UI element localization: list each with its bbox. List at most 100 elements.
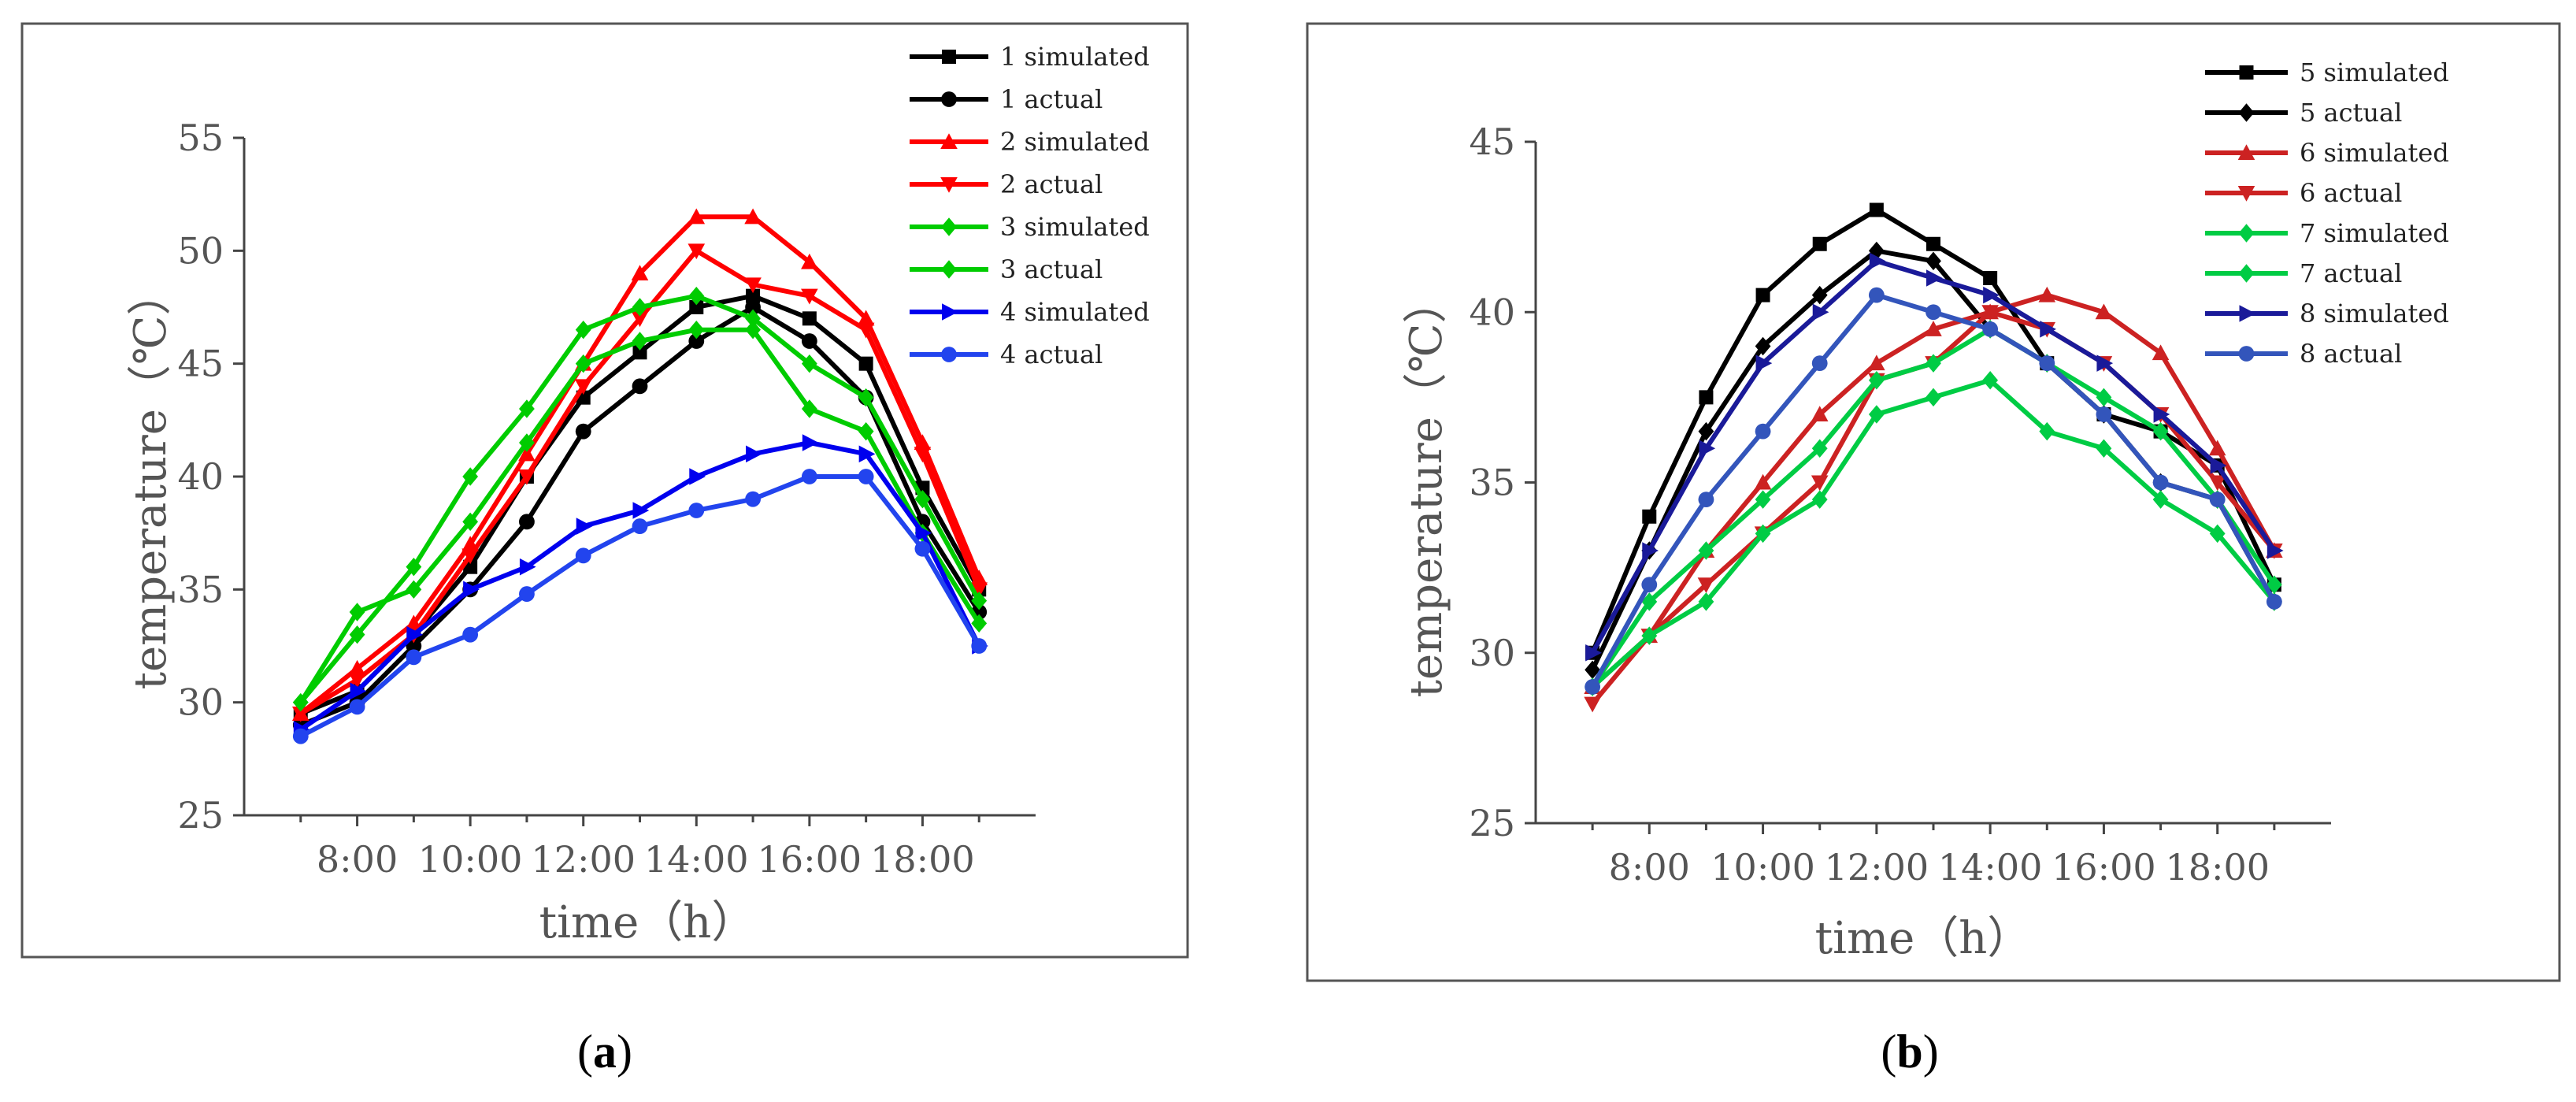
chart-b-data-point [2152, 344, 2170, 361]
chart-a-legend-marker [941, 91, 957, 107]
chart-a-data-point [688, 286, 705, 306]
chart-a-data-point [745, 320, 761, 340]
chart-a-data-point [632, 298, 648, 317]
chart-b-data-point [1642, 509, 1657, 524]
chart-b-legend-item: 5 simulated [2205, 58, 2449, 87]
chart-b-x-tick-label: 18:00 [2165, 846, 2270, 889]
chart-a-data-point [575, 354, 591, 373]
chart-a-x-tick-label: 14:00 [644, 838, 749, 881]
chart-a-data-point [349, 625, 365, 644]
chart-a-data-point [632, 502, 650, 519]
chart-a-data-point [688, 243, 706, 260]
chart-b-x-tick-label: 10:00 [1711, 846, 1815, 889]
chart-a-legend-label: 2 actual [1000, 169, 1103, 199]
chart-b-legend-item: 6 simulated [2205, 138, 2449, 168]
chart-b-data-point [1982, 321, 1999, 337]
chart-a-data-point [802, 311, 817, 326]
chart-a-legend-marker [940, 133, 958, 149]
chart-b-series-8 [1585, 287, 2282, 695]
chart-a-y-tick-label: 40 [177, 455, 224, 498]
chart-b-data-point [1926, 251, 1941, 271]
chart-b-y-tick-label: 40 [1469, 291, 1515, 333]
chart-a-data-point [350, 682, 367, 700]
chart-a-legend-label: 3 actual [1000, 254, 1103, 284]
chart-a-legend-label: 2 simulated [1000, 127, 1150, 157]
chart-a-legend: 1 simulated 1 actual 2 simulated 2 actual 3 … [910, 42, 1150, 369]
chart-b-data-point [2096, 388, 2112, 407]
chart-a-data-point [801, 354, 817, 373]
chart-a-data-point [632, 332, 648, 351]
chart-b-ticks: 25 30 35 40 45 8:00 10:00 12:00 14:00 16:00 18:00 [1469, 121, 2276, 889]
chart-b-frame [1306, 22, 2561, 982]
chart-b-data-point [1584, 696, 1601, 713]
chart-b-data-point [2210, 457, 2227, 474]
chart-b-data-point [1926, 354, 1941, 373]
chart-b-legend-item: 7 simulated [2205, 218, 2449, 248]
chart-a-data-point [406, 557, 422, 577]
chart-a-frame [20, 22, 1189, 959]
chart-b-data-point [1926, 269, 1943, 287]
chart-a-data-point [857, 310, 875, 326]
chart-b-data-point [1699, 440, 1716, 458]
chart-a-data-point [971, 638, 988, 654]
chart-b-legend-label: 8 actual [2300, 339, 2402, 369]
chart-a-data-point [462, 626, 479, 643]
chart-a-data-point [632, 518, 648, 534]
chart-a-data-point [462, 467, 479, 486]
chart-a-caption-letter: a [593, 1026, 617, 1078]
chart-b-data-point [1585, 679, 1601, 695]
chart-b-legend-marker [2239, 305, 2256, 322]
chart-a-x-tick-label: 10:00 [418, 838, 523, 881]
chart-a-data-point [858, 356, 873, 371]
chart-b-data-point [2095, 303, 2113, 320]
chart-b-data-point [2209, 492, 2226, 508]
chart-b-data-point [1811, 439, 1828, 458]
chart-b-series [1584, 202, 2284, 713]
chart-a-data-point [631, 311, 649, 328]
chart-b-data-point [1641, 626, 1658, 645]
chart-a-data-point [802, 434, 819, 451]
chart-a-data-point [518, 445, 536, 462]
chart-a-x-tick-label: 16:00 [758, 838, 862, 881]
chart-a-x-tick-label: 12:00 [531, 838, 636, 881]
chart-a-data-point [519, 399, 535, 418]
chart-a-y-tick-label: 35 [177, 568, 224, 610]
chart-b-legend-item: 5 actual [2205, 98, 2402, 128]
chart-b-data-point [1641, 577, 1658, 593]
chart-b-data-point [1868, 405, 1885, 424]
chart-a-legend-label: 4 actual [1000, 340, 1103, 369]
chart-a-data-point [801, 333, 817, 349]
chart-a-data-point [688, 208, 706, 224]
chart-b-data-point [2153, 406, 2170, 423]
chart-a-data-point [746, 445, 762, 463]
chart-a-data-point [574, 379, 592, 395]
chart-b-legend-label: 5 actual [2300, 98, 2402, 128]
chart-b-data-point [1698, 492, 1714, 508]
chart-b-legend-label: 7 actual [2300, 258, 2402, 288]
chart-b-legend-label: 6 simulated [2300, 138, 2449, 168]
chart-b-data-point [1981, 305, 1999, 321]
chart-a-legend-item: 3 actual [910, 254, 1103, 284]
chart-b-data-point [2266, 593, 2282, 610]
chart-a-data-point [688, 333, 705, 349]
chart-b-data-point [1811, 355, 1828, 372]
chart-a-data-point [914, 447, 932, 463]
chart-a-x-tick-label: 8:00 [317, 838, 398, 881]
chart-a-data-point [801, 399, 817, 418]
chart-b-x-tick-label: 8:00 [1609, 846, 1690, 889]
chart-b-data-point [2038, 286, 2056, 302]
chart-a-y-tick-label: 45 [177, 343, 224, 385]
chart-b-y-tick-label: 35 [1469, 462, 1515, 504]
chart-a-data-point [914, 540, 931, 557]
chart-a-data-point [689, 468, 706, 485]
chart-a-data-point [745, 299, 761, 315]
chart-a-y-tick-label: 25 [177, 794, 224, 837]
chart-b-ylabel: temperature（℃） [1401, 279, 1452, 697]
chart-b-data-point [2208, 475, 2226, 492]
chart-b-data-point [1755, 288, 1770, 302]
chart-a-legend-label: 4 simulated [1000, 297, 1150, 327]
chart-a-data-point [406, 625, 424, 644]
chart-a-data-point [292, 692, 309, 712]
chart-a-y-tick-label: 30 [177, 681, 224, 724]
chart-a-legend-marker [941, 347, 957, 362]
